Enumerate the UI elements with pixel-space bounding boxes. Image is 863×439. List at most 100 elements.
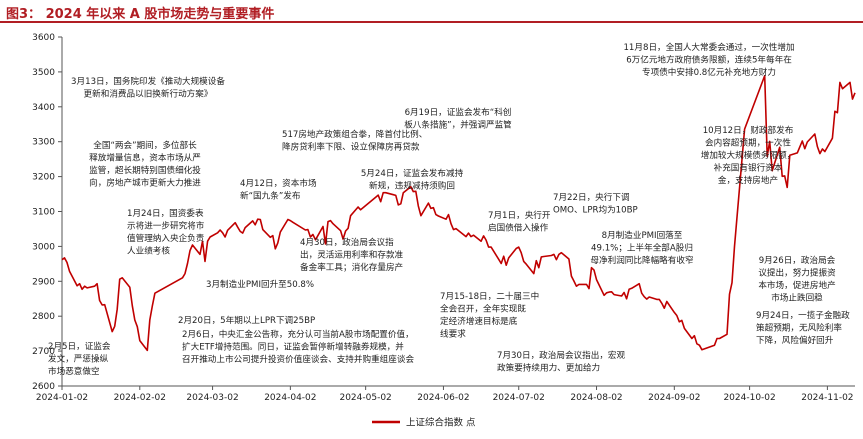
x-tick-label: 2024-02-02 (114, 393, 166, 403)
x-tick-label: 2024-01-02 (36, 393, 88, 403)
annotation-text: 517房地产政策组合拳，降首付比例、降房贷利率下限、设立保障房再贷款 (282, 128, 427, 153)
annotation-line: 4月12日，资本市场 (240, 177, 317, 189)
annotation-line: 6万亿元地方政府债务限额，连续5年每年在 (626, 54, 792, 66)
annotation-layer: 1月24日，国资委表示将进一步研究将市值管理纳入央企负责人业绩考核 2月5日，证监… (48, 41, 850, 377)
annotation-line: 新“国九条”发布 (240, 190, 301, 202)
annotation-text: 7月1日，央行开启国债借入操作 (488, 209, 551, 234)
y-tick-label: 3400 (32, 103, 55, 113)
annotation-line: 5月24日，证监会发布减持 (361, 167, 464, 179)
annotation-line: 线要求 (440, 328, 466, 340)
annotation-line: 定经济增速目标是底 (440, 315, 518, 327)
annotation-line: 1月24日，国资委表 (127, 207, 204, 219)
y-tick-label: 3100 (32, 208, 55, 218)
annotation-text: 10月12日，财政部发布会内容超预期，一次性增加较大规模债务限额，补充国有银行资… (701, 124, 796, 186)
annotation-text: 9月24日，一揽子金融政策超预期，无风险利率下降，风险偏好回升 (756, 309, 850, 346)
annotation-line: 召开推动上市公司提升投资价值座谈会、支持并购重组座谈会 (182, 353, 414, 365)
annotation-line: 监管，超长期特别国债细化投 (89, 164, 201, 176)
annotation-text: 全国“两会”期间，多位部长释放增量信息，资本市场从严监管，超长期特别国债细化投向… (89, 139, 201, 189)
annotation-line: 11月8日，全国人大常委会通过，一次性增加 (623, 41, 794, 53)
y-tick-label: 3500 (32, 68, 55, 78)
annotation-line: 7月1日，央行开 (488, 209, 551, 221)
annotation-line: 市场恶意做空 (48, 365, 100, 377)
annotation-text: 2月20日，5年期以上LPR下调25BP (178, 314, 315, 326)
series-line (61, 74, 856, 352)
annotation-line: 政策要持续用力、更加给力 (497, 362, 600, 374)
x-tick-label: 2024-03-02 (186, 393, 238, 403)
annotation-text: 4月12日，资本市场新“国九条”发布 (240, 177, 317, 202)
annotation-line: 母净利润同比降幅略有收窄 (590, 254, 693, 266)
annotation-line: 会内容超预期，一次性 (705, 137, 791, 149)
legend: 上证综合指数 点 (372, 417, 476, 429)
annotation-text: 7月15-18日，二十届三中全会召开，全年实现既定经济增速目标是底线要求 (440, 290, 539, 340)
annotation-line: 3月制造业PMI回升至50.8% (206, 278, 314, 290)
annotation-line: 全国“两会”期间，多位部长 (93, 139, 197, 151)
annotation-line: 释放增量信息，资本市场从严 (89, 152, 201, 164)
annotation-line: 议提出，努力提振资 (758, 267, 836, 279)
annotation-line: 备金率工具；消化存量房产 (300, 261, 403, 273)
annotation-line: 7月22日，央行下调 (553, 191, 630, 203)
annotation-line: 8月制造业PMI回落至 (602, 229, 683, 241)
legend-label: 上证综合指数 点 (406, 417, 476, 429)
annotation-line: OMO、LPR均为10BP (553, 204, 638, 216)
annotation-text: 7月22日，央行下调 OMO、LPR均为10BP (553, 191, 638, 216)
annotation-text: 1月24日，国资委表示将进一步研究将市值管理纳入央企负责人业绩考核 (127, 207, 205, 257)
x-tick-label: 2024-10-02 (723, 393, 775, 403)
annotation-line: 9月24日，一揽子金融政 (756, 309, 850, 321)
annotation-line: 4月30日，政治局会议指 (300, 236, 394, 248)
x-tick-label: 2024-07-02 (493, 393, 545, 403)
annotation-text: 5月24日，证监会发布减持新规，违规减持须购回 (361, 167, 464, 192)
annotation-text: 8月制造业PMI回落至 49.1%；上半年全部A股归母净利润同比降幅略有收窄 (590, 229, 693, 266)
y-tick-label: 3200 (32, 173, 55, 183)
annotation-line: 策超预期，无风险利率 (756, 322, 842, 334)
annotation-line: 49.1%；上半年全部A股归 (591, 242, 693, 254)
annotation-line: 9月26日，政治局会 (759, 254, 836, 266)
y-tick-label: 2800 (32, 312, 55, 322)
annotation-text: 4月30日，政治局会议指出，灵活运用利率和存款准备金率工具；消化存量房产 (300, 236, 404, 273)
annotation-line: 市场止跌回稳 (771, 292, 823, 304)
annotation-line: 2月20日，5年期以上LPR下调25BP (178, 314, 315, 326)
annotation-line: 6月19日，证监会发布“科创 (405, 106, 512, 118)
annotation-text: 7月30日，政治局会议指出，宏观政策要持续用力、更加给力 (497, 349, 626, 374)
annotation-line: 补充国有银行资本 (714, 162, 783, 174)
annotation-line: 值管理纳入央企负责 (127, 232, 205, 244)
annotation-line: 示将进一步研究将市 (127, 220, 205, 232)
axes: 2600 2700 2800 2900 3000 3100 3200 3300 3400 3500… (32, 33, 855, 403)
figure-title: 图3： 2024 年以来 A 股市场走势与重要事件 (6, 7, 275, 22)
annotation-line: 增加较大规模债务限额， (701, 149, 796, 161)
annotation-line: 板八条措施”，并强调严监管 (404, 119, 512, 131)
annotation-line: 517房地产政策组合拳，降首付比例、 (282, 128, 427, 140)
x-tick-label: 2024-04-02 (264, 393, 316, 403)
annotation-line: 新规，违规减持须购回 (369, 180, 455, 192)
annotation-line: 人业绩考核 (127, 245, 170, 257)
annotation-text: 9月26日，政治局会议提出，努力提振资本市场，促进房地产市场止跌回稳 (758, 254, 836, 304)
y-tick-label: 2900 (32, 277, 55, 287)
annotation-line: 启国债借入操作 (488, 222, 549, 234)
annotation-text: 2月6日，中央汇金公告称，充分认可当前A股市场配置价值，扩大ETF增持范围。同日… (182, 328, 414, 365)
annotation-line: 10月12日，财政部发布 (703, 124, 794, 136)
y-tick-label: 3300 (32, 138, 55, 148)
annotation-text: 3月制造业PMI回升至50.8% (206, 278, 314, 290)
annotation-text: 6月19日，证监会发布“科创板八条措施”，并强调严监管 (404, 106, 512, 131)
x-tick-label: 2024-08-02 (570, 393, 622, 403)
annotation-line: 专项债中安排0.8亿元补充地方财力 (642, 66, 776, 78)
annotation-line: 更新和消费品以旧换新行动方案》 (84, 88, 213, 100)
y-tick-label: 3000 (32, 242, 55, 252)
annotation-text: 2月5日，证监会发文，严惩操纵市场恶意做空 (48, 340, 111, 377)
x-tick-label: 2024-05-02 (339, 393, 391, 403)
annotation-line: 扩大ETF增持范围。同日，证监会暂停新增转融券规模，并 (182, 341, 404, 353)
y-tick-label: 2700 (32, 347, 55, 357)
annotation-line: 2月5日，证监会 (48, 340, 111, 352)
annotation-line: 7月30日，政治局会议指出，宏观 (497, 349, 626, 361)
annotation-line: 降房贷利率下限、设立保障房再贷款 (282, 141, 420, 153)
annotation-line: 出，灵活运用利率和存款准 (300, 249, 404, 261)
annotation-line: 下降，风险偏好回升 (756, 334, 834, 346)
annotation-line: 发文，严惩操纵 (48, 353, 109, 365)
series-layer (61, 74, 856, 352)
annotation-line: 向，房地产城市更新大力推进 (89, 177, 201, 189)
annotation-line: 本市场，促进房地产 (758, 279, 835, 291)
annotation-line: 2月6日，中央汇金公告称，充分认可当前A股市场配置价值， (182, 328, 414, 340)
annotation-text: 11月8日，全国人大常委会通过，一次性增加 6万亿元地方政府债务限额，连续5年每年… (623, 41, 794, 78)
annotation-line: 3月13日，国务院印发《推动大规模设备 (71, 75, 225, 87)
x-tick-label: 2024-06-02 (417, 393, 469, 403)
